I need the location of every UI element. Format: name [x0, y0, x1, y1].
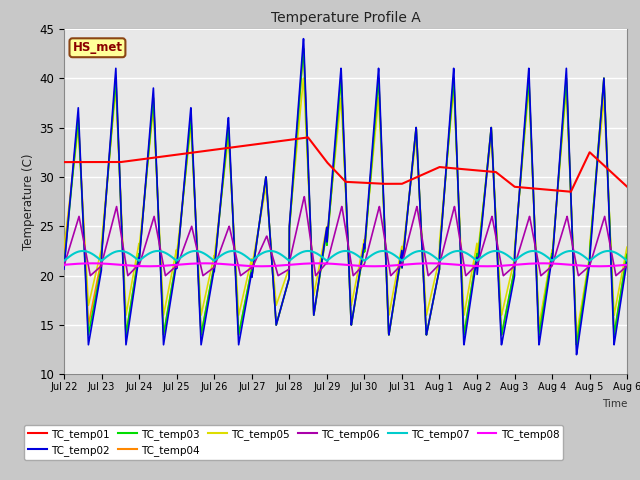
Text: Time: Time	[602, 398, 627, 408]
Y-axis label: Temperature (C): Temperature (C)	[22, 153, 35, 250]
Title: Temperature Profile A: Temperature Profile A	[271, 11, 420, 25]
Text: HS_met: HS_met	[72, 41, 122, 54]
Legend: TC_temp01, TC_temp02, TC_temp03, TC_temp04, TC_temp05, TC_temp06, TC_temp07, TC_: TC_temp01, TC_temp02, TC_temp03, TC_temp…	[24, 424, 563, 460]
